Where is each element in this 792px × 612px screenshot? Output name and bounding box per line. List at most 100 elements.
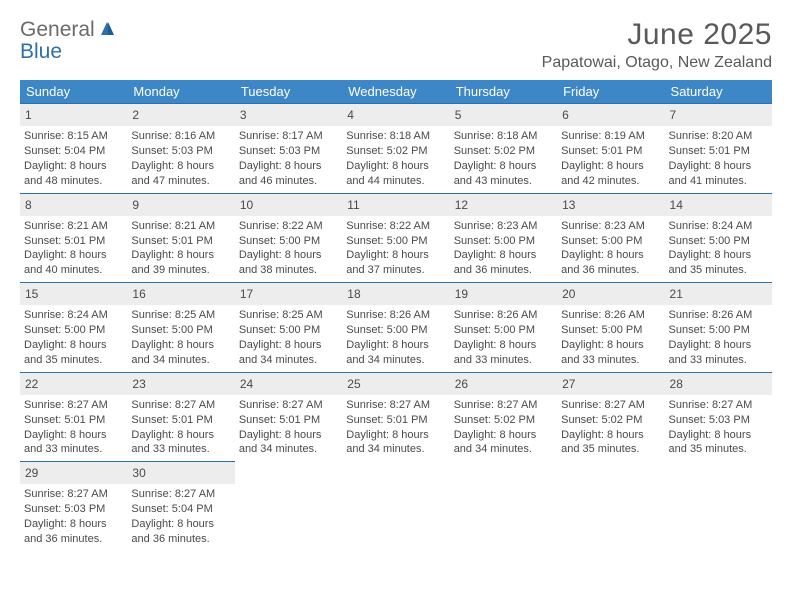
daylight-text: Daylight: 8 hours: [346, 248, 445, 263]
day-number: 10: [235, 193, 342, 216]
sunrise-text: Sunrise: 8:27 AM: [24, 487, 123, 502]
daylight-text: Daylight: 8 hours: [454, 428, 553, 443]
day-number: 18: [342, 282, 449, 305]
day-number: 19: [450, 282, 557, 305]
daylight-text: Daylight: 8 hours: [131, 338, 230, 353]
day-number: 27: [557, 372, 664, 395]
day-number: 21: [665, 282, 772, 305]
day-number: 13: [557, 193, 664, 216]
sunrise-text: Sunrise: 8:21 AM: [24, 219, 123, 234]
daylight-text: Daylight: 8 hours: [454, 338, 553, 353]
sunset-text: Sunset: 5:01 PM: [131, 413, 230, 428]
day-number: 30: [127, 461, 234, 484]
sunset-text: Sunset: 5:00 PM: [346, 234, 445, 249]
sunrise-text: Sunrise: 8:18 AM: [454, 129, 553, 144]
day-number: 20: [557, 282, 664, 305]
calendar-cell: 27Sunrise: 8:27 AMSunset: 5:02 PMDayligh…: [557, 372, 664, 462]
calendar-row: 29Sunrise: 8:27 AMSunset: 5:03 PMDayligh…: [20, 461, 772, 551]
calendar-cell: 12Sunrise: 8:23 AMSunset: 5:00 PMDayligh…: [450, 193, 557, 283]
sunrise-text: Sunrise: 8:27 AM: [669, 398, 768, 413]
calendar-row: 22Sunrise: 8:27 AMSunset: 5:01 PMDayligh…: [20, 372, 772, 462]
daylight-text: Daylight: 8 hours: [346, 428, 445, 443]
daylight-text: Daylight: 8 hours: [669, 248, 768, 263]
calendar-cell: 20Sunrise: 8:26 AMSunset: 5:00 PMDayligh…: [557, 282, 664, 372]
day-number: 25: [342, 372, 449, 395]
calendar-cell: 28Sunrise: 8:27 AMSunset: 5:03 PMDayligh…: [665, 372, 772, 462]
daylight-text: Daylight: 8 hours: [669, 159, 768, 174]
calendar-cell: 21Sunrise: 8:26 AMSunset: 5:00 PMDayligh…: [665, 282, 772, 372]
daylight-text: and 37 minutes.: [346, 263, 445, 278]
daylight-text: and 46 minutes.: [239, 174, 338, 189]
sunset-text: Sunset: 5:02 PM: [561, 413, 660, 428]
calendar-cell: 3Sunrise: 8:17 AMSunset: 5:03 PMDaylight…: [235, 103, 342, 193]
day-number: 11: [342, 193, 449, 216]
daylight-text: and 36 minutes.: [24, 532, 123, 547]
sunset-text: Sunset: 5:00 PM: [561, 234, 660, 249]
daylight-text: and 34 minutes.: [239, 442, 338, 457]
calendar-cell: 2Sunrise: 8:16 AMSunset: 5:03 PMDaylight…: [127, 103, 234, 193]
daylight-text: and 47 minutes.: [131, 174, 230, 189]
sunrise-text: Sunrise: 8:24 AM: [24, 308, 123, 323]
daylight-text: Daylight: 8 hours: [24, 159, 123, 174]
sunset-text: Sunset: 5:04 PM: [131, 502, 230, 517]
sunset-text: Sunset: 5:00 PM: [131, 323, 230, 338]
day-number: 23: [127, 372, 234, 395]
sunrise-text: Sunrise: 8:21 AM: [131, 219, 230, 234]
day-header: Saturday: [665, 80, 772, 103]
day-number: 4: [342, 103, 449, 126]
sunset-text: Sunset: 5:01 PM: [346, 413, 445, 428]
day-number: 7: [665, 103, 772, 126]
daylight-text: and 40 minutes.: [24, 263, 123, 278]
day-number: 17: [235, 282, 342, 305]
sunset-text: Sunset: 5:01 PM: [239, 413, 338, 428]
day-header-row: Sunday Monday Tuesday Wednesday Thursday…: [20, 80, 772, 103]
sunrise-text: Sunrise: 8:22 AM: [239, 219, 338, 234]
day-number: 26: [450, 372, 557, 395]
daylight-text: and 34 minutes.: [346, 353, 445, 368]
calendar-cell: 1Sunrise: 8:15 AMSunset: 5:04 PMDaylight…: [20, 103, 127, 193]
sail-icon: [100, 20, 116, 36]
sunset-text: Sunset: 5:02 PM: [346, 144, 445, 159]
calendar-cell: [665, 461, 772, 551]
sunrise-text: Sunrise: 8:27 AM: [24, 398, 123, 413]
day-number: 8: [20, 193, 127, 216]
day-header: Tuesday: [235, 80, 342, 103]
daylight-text: Daylight: 8 hours: [131, 159, 230, 174]
logo-word-2: Blue: [20, 40, 62, 63]
calendar-cell: 29Sunrise: 8:27 AMSunset: 5:03 PMDayligh…: [20, 461, 127, 551]
sunset-text: Sunset: 5:00 PM: [454, 234, 553, 249]
daylight-text: Daylight: 8 hours: [346, 159, 445, 174]
calendar-cell: 14Sunrise: 8:24 AMSunset: 5:00 PMDayligh…: [665, 193, 772, 283]
sunrise-text: Sunrise: 8:23 AM: [561, 219, 660, 234]
calendar-cell: 6Sunrise: 8:19 AMSunset: 5:01 PMDaylight…: [557, 103, 664, 193]
calendar-cell: 26Sunrise: 8:27 AMSunset: 5:02 PMDayligh…: [450, 372, 557, 462]
day-number: 9: [127, 193, 234, 216]
calendar-cell: 23Sunrise: 8:27 AMSunset: 5:01 PMDayligh…: [127, 372, 234, 462]
calendar-cell: 4Sunrise: 8:18 AMSunset: 5:02 PMDaylight…: [342, 103, 449, 193]
day-number: 5: [450, 103, 557, 126]
daylight-text: Daylight: 8 hours: [669, 338, 768, 353]
daylight-text: Daylight: 8 hours: [239, 159, 338, 174]
sunset-text: Sunset: 5:00 PM: [669, 323, 768, 338]
logo: General Blue: [20, 18, 116, 63]
daylight-text: and 36 minutes.: [131, 532, 230, 547]
sunset-text: Sunset: 5:03 PM: [24, 502, 123, 517]
calendar-cell: 8Sunrise: 8:21 AMSunset: 5:01 PMDaylight…: [20, 193, 127, 283]
calendar-cell: 30Sunrise: 8:27 AMSunset: 5:04 PMDayligh…: [127, 461, 234, 551]
calendar-cell: [557, 461, 664, 551]
sunset-text: Sunset: 5:01 PM: [669, 144, 768, 159]
sunrise-text: Sunrise: 8:16 AM: [131, 129, 230, 144]
sunrise-text: Sunrise: 8:25 AM: [239, 308, 338, 323]
daylight-text: and 48 minutes.: [24, 174, 123, 189]
day-number: 12: [450, 193, 557, 216]
logo-word-1: General: [20, 18, 95, 41]
daylight-text: Daylight: 8 hours: [454, 248, 553, 263]
daylight-text: Daylight: 8 hours: [239, 428, 338, 443]
sunset-text: Sunset: 5:02 PM: [454, 413, 553, 428]
daylight-text: Daylight: 8 hours: [561, 338, 660, 353]
daylight-text: and 38 minutes.: [239, 263, 338, 278]
sunset-text: Sunset: 5:00 PM: [239, 323, 338, 338]
daylight-text: and 34 minutes.: [239, 353, 338, 368]
daylight-text: and 44 minutes.: [346, 174, 445, 189]
day-header: Sunday: [20, 80, 127, 103]
